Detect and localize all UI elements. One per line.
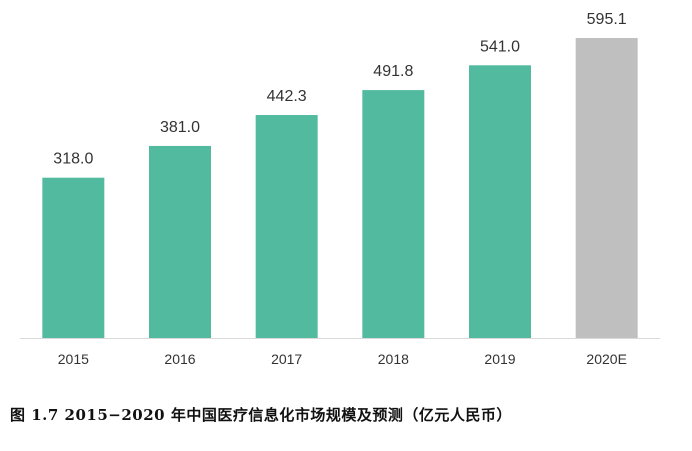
x-tick-labels-layer: 2015 2016 2017 2018 2019 2020E bbox=[58, 351, 627, 367]
value-label-2019: 541.0 bbox=[480, 38, 520, 55]
bars-layer bbox=[42, 38, 638, 338]
bar-2016 bbox=[149, 145, 211, 338]
figure-caption: 图 1.7 2015−2020 年中国医疗信息化市场规模及预测（亿元人民币） bbox=[10, 406, 512, 424]
value-label-2017: 442.3 bbox=[267, 88, 307, 105]
bar-2019 bbox=[469, 65, 531, 338]
bar-2015 bbox=[42, 177, 105, 338]
x-tick-label-2017: 2017 bbox=[271, 351, 302, 367]
bar-2018 bbox=[362, 90, 425, 338]
value-label-2015: 318.0 bbox=[53, 151, 93, 168]
value-label-2020E: 595.1 bbox=[587, 11, 627, 28]
x-tick-label-2016: 2016 bbox=[164, 351, 195, 367]
value-labels-layer: 318.0 381.0 442.3 491.8 541.0 595.1 bbox=[53, 11, 626, 168]
bar-2017 bbox=[255, 115, 318, 338]
x-tick-label-2015: 2015 bbox=[58, 351, 89, 367]
value-label-2016: 381.0 bbox=[160, 119, 200, 136]
value-label-2018: 491.8 bbox=[373, 63, 413, 80]
x-tick-label-2018: 2018 bbox=[378, 351, 409, 367]
x-tick-label-2019: 2019 bbox=[484, 351, 515, 367]
x-tick-label-2020E: 2020E bbox=[586, 351, 626, 367]
bar-2020E bbox=[575, 38, 638, 338]
